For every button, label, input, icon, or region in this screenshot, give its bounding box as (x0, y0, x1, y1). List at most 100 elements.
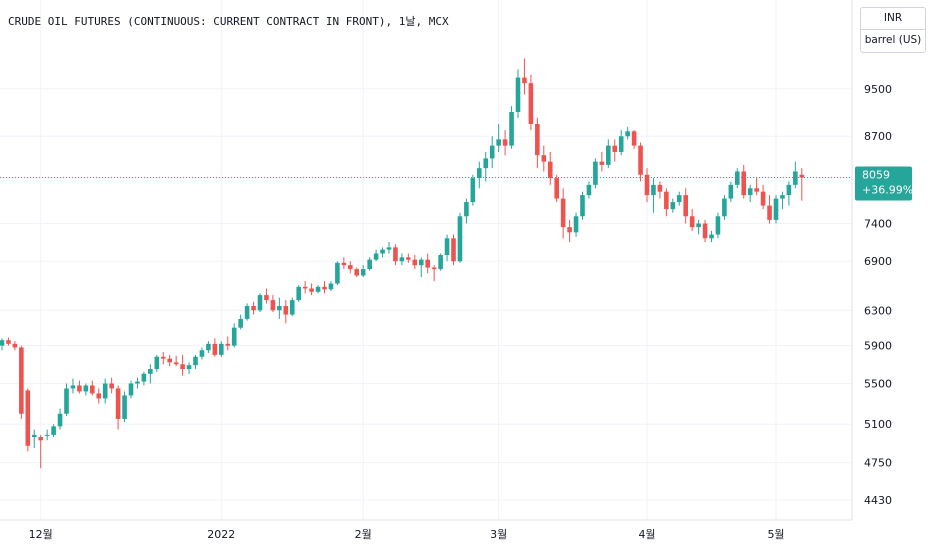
time-tick-label: 12월 (29, 528, 53, 541)
candle (393, 244, 398, 266)
candle (625, 127, 630, 140)
candle-body (135, 381, 140, 384)
time-tick-label: 2022 (207, 528, 235, 541)
candle-body (148, 369, 153, 374)
price-tick-label: 7400 (864, 218, 892, 231)
candle-body (309, 288, 314, 292)
candle (31, 429, 37, 449)
price-tick-label: 8700 (864, 130, 892, 143)
candle-body (186, 365, 192, 370)
candle (573, 212, 579, 237)
candle-body (573, 216, 579, 233)
candle-body (515, 77, 521, 113)
candle-body (728, 184, 734, 199)
candle (277, 297, 282, 319)
candle-body (335, 262, 340, 284)
candle (115, 385, 121, 430)
candle-body (541, 155, 547, 162)
candle (206, 341, 211, 354)
candle (154, 354, 160, 372)
candle (25, 388, 31, 452)
candle-body (651, 184, 656, 196)
candle (780, 191, 785, 210)
candle-body (786, 184, 792, 196)
last-price-change: +36.99% (862, 184, 913, 197)
candle (676, 191, 682, 206)
candle (12, 341, 18, 351)
candle-body (296, 286, 301, 301)
candle-body (328, 283, 334, 290)
candle-body (244, 306, 250, 319)
candle-body (341, 262, 347, 266)
candle (651, 178, 656, 213)
candle (760, 184, 766, 210)
currency-selector[interactable]: INR (861, 8, 925, 30)
candle-body (586, 184, 592, 196)
candle-body (57, 413, 63, 427)
time-axis[interactable]: 12월 2022 2월 3월 4월 5월 (29, 528, 785, 541)
candle-body (477, 168, 482, 179)
candle (244, 303, 250, 321)
time-tick-label: 2월 (355, 528, 372, 541)
candle (483, 151, 489, 182)
candle-body (618, 136, 624, 152)
candle (470, 174, 476, 206)
candle (477, 161, 482, 189)
candle-body (264, 295, 269, 301)
candle (141, 371, 147, 386)
candle-body (425, 259, 430, 268)
candle (702, 219, 708, 243)
candle (348, 261, 353, 274)
candle (728, 181, 734, 203)
candle (341, 257, 347, 270)
candle-body (354, 269, 360, 276)
candle (283, 300, 289, 324)
candle (664, 188, 669, 217)
candle (696, 219, 701, 235)
candle-body (496, 139, 501, 146)
price-tick-label: 9500 (864, 83, 892, 96)
candle-body (483, 158, 489, 169)
candle-body (412, 259, 418, 266)
candle (70, 378, 76, 394)
candle-body (90, 385, 95, 394)
candle (186, 362, 192, 374)
candle-body (199, 350, 205, 357)
candle (90, 380, 95, 396)
last-price-value: 8059 (862, 169, 890, 182)
candle (451, 234, 456, 266)
price-tick-label: 5100 (864, 418, 892, 431)
candle-body (367, 259, 372, 270)
unit-label[interactable]: barrel (US) (864, 34, 922, 46)
candle (231, 323, 237, 348)
candle (322, 281, 327, 294)
candle (386, 242, 392, 254)
candle (302, 281, 308, 294)
price-axis[interactable]: 4430 4750 5100 5500 5900 6300 6900 7400 8700 9500 (864, 83, 892, 507)
candle-body (115, 388, 121, 419)
candle-body (535, 123, 540, 156)
candle-body (509, 112, 514, 146)
candle (457, 212, 463, 263)
candle (225, 336, 231, 351)
candle (722, 195, 727, 220)
candle-body (238, 318, 243, 328)
candle (567, 219, 572, 243)
candle-body (193, 356, 198, 366)
candle-body (51, 426, 56, 435)
candle (580, 191, 585, 220)
candle (683, 188, 688, 224)
candle-body (418, 259, 424, 266)
candle-body (173, 362, 179, 365)
candle-body (715, 216, 721, 235)
candle-body (760, 191, 766, 206)
candle (180, 354, 185, 376)
candle (418, 257, 424, 278)
unit-selector[interactable]: INR barrel (US) (860, 7, 926, 53)
candle-body (270, 300, 276, 311)
candle (438, 253, 443, 271)
candle-body (393, 247, 398, 262)
candle (412, 255, 418, 270)
candle-body (277, 306, 282, 311)
